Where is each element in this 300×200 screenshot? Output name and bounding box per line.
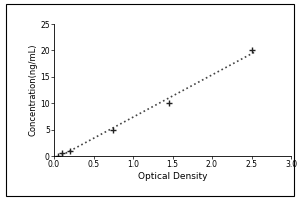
Y-axis label: Concentration(ng/mL): Concentration(ng/mL) (28, 44, 38, 136)
X-axis label: Optical Density: Optical Density (138, 172, 207, 181)
